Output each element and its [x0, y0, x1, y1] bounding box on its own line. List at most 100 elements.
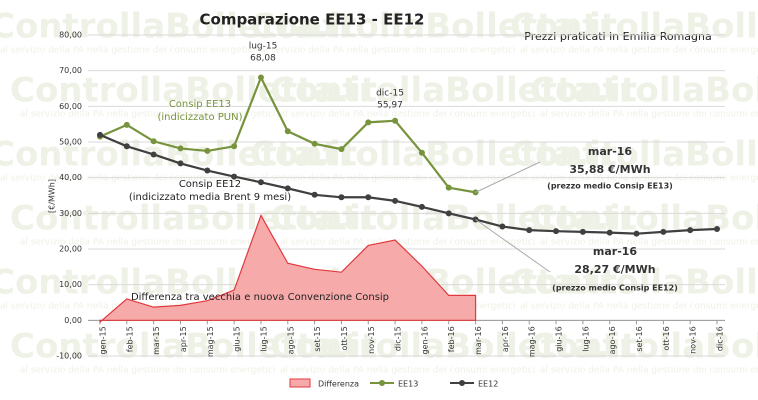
x-tick-label: mar-15: [152, 326, 161, 355]
marker: [633, 230, 640, 237]
y-tick-label: 70,00: [59, 66, 82, 75]
watermark-sub: al servizio della PA nella gestione dei …: [20, 110, 275, 120]
marker: [123, 121, 130, 128]
x-tick-label: set-16: [635, 326, 644, 351]
watermark-sub: al servizio della PA nella gestione dei …: [540, 110, 758, 120]
marker: [606, 229, 613, 236]
watermark-sub: al servizio della PA nella gestione dei …: [260, 174, 515, 184]
y-tick-label: 0,00: [64, 316, 82, 325]
marker: [177, 145, 184, 152]
marker: [338, 146, 345, 153]
x-tick-label: feb-16: [447, 326, 456, 352]
watermark-text: ControllaBolletta.it: [270, 71, 637, 111]
x-tick-label: ago-15: [286, 326, 295, 354]
annotation: Consip EE12: [179, 179, 241, 190]
watermark-text: ControllaBolletta.it: [530, 71, 758, 111]
annotation: (indicizzato media Brent 9 mesi): [129, 192, 291, 203]
x-tick-label: gen-15: [99, 326, 108, 354]
y-axis-label: [€/MWh]: [48, 179, 57, 213]
marker: [499, 223, 506, 230]
marker: [579, 228, 586, 235]
watermark-text: ControllaBolletta.it: [510, 135, 758, 175]
x-tick-label: set-15: [313, 326, 322, 351]
watermark-sub: al servizio della PA nella gestione dei …: [280, 366, 535, 376]
y-tick-label: 40,00: [59, 173, 82, 182]
marker: [204, 167, 211, 174]
x-tick-label: ott-16: [662, 326, 671, 350]
watermark-sub: al servizio della PA nella gestione dei …: [520, 46, 758, 56]
x-tick-label: mag-16: [528, 326, 537, 357]
watermark-text: ControllaBolletta.it: [270, 327, 637, 367]
marker: [231, 143, 238, 150]
watermark-sub: al servizio della PA nella gestione dei …: [280, 110, 535, 120]
watermark-sub: al servizio della PA nella gestione dei …: [280, 238, 535, 248]
annotation: Consip EE13: [169, 99, 231, 110]
annotation: lug-15: [249, 42, 278, 52]
marker: [123, 143, 130, 150]
marker: [150, 151, 157, 158]
annotation: mar-16: [588, 145, 633, 158]
watermark-sub: al servizio della PA nella gestione dei …: [260, 46, 515, 56]
x-tick-label: mag-15: [206, 326, 215, 357]
chart-subtitle: Prezzi praticati in Emilia Romagna: [524, 30, 711, 43]
x-tick-label: nov-16: [689, 326, 698, 354]
marker: [311, 191, 318, 198]
watermark-sub: al servizio della PA nella gestione dei …: [20, 238, 275, 248]
marker: [311, 140, 318, 147]
marker: [553, 228, 560, 235]
x-tick-label: gen-16: [420, 326, 429, 354]
y-tick-label: 30,00: [59, 209, 82, 218]
watermark-sub: al servizio della PA nella gestione dei …: [520, 174, 758, 184]
watermark-sub: al servizio della PA nella gestione dei …: [20, 366, 275, 376]
marker: [257, 74, 264, 81]
y-tick-label: 80,00: [59, 31, 82, 40]
marker: [392, 117, 399, 124]
x-tick-label: dic-15: [394, 326, 403, 351]
chart-title: Comparazione EE13 - EE12: [200, 11, 425, 29]
annotation: 35,88 €/MWh: [569, 163, 650, 176]
legend-label: Differenza: [318, 380, 359, 389]
watermark-text: ControllaBolletta.it: [530, 327, 758, 367]
x-tick-label: giu-15: [233, 326, 242, 351]
legend-label: EE13: [398, 380, 418, 389]
legend-marker: [459, 380, 465, 386]
annotation: (indicizzato PUN): [158, 112, 243, 123]
x-tick-label: apr-16: [501, 326, 510, 352]
marker: [177, 160, 184, 167]
y-tick-label: 20,00: [59, 245, 82, 254]
marker: [97, 131, 103, 138]
x-tick-label: apr-15: [179, 326, 188, 352]
x-tick-label: nov-15: [367, 326, 376, 354]
annotation: (prezzo medio Consip EE13): [547, 182, 673, 191]
x-tick-label: ago-16: [608, 326, 617, 354]
marker: [418, 203, 425, 210]
watermark-text: ControllaBolletta.it: [0, 7, 357, 47]
y-tick-label: 60,00: [59, 102, 82, 111]
y-tick-label: -10,00: [56, 352, 82, 361]
x-tick-label: dic-16: [716, 326, 725, 351]
legend-marker: [379, 380, 385, 386]
y-tick-label: 50,00: [59, 138, 82, 147]
annotation: mar-16: [593, 245, 638, 258]
annotation: dic-15: [376, 89, 404, 99]
marker: [445, 210, 452, 217]
legend-swatch: [289, 378, 311, 388]
marker: [284, 185, 291, 192]
marker: [365, 119, 372, 126]
leader: [475, 161, 541, 193]
annotation: 68,08: [250, 54, 276, 64]
watermark-text: ControllaBolletta.it: [10, 71, 377, 111]
watermark-text: ControllaBolletta.it: [10, 327, 377, 367]
marker: [418, 149, 425, 156]
marker: [365, 194, 372, 201]
y-tick-label: 10,00: [59, 280, 82, 289]
leader: [475, 219, 551, 273]
marker: [714, 226, 720, 233]
marker: [284, 128, 291, 135]
marker: [392, 197, 399, 204]
x-tick-label: ott-15: [340, 326, 349, 350]
marker: [660, 228, 667, 235]
annotation: 55,97: [377, 101, 403, 111]
